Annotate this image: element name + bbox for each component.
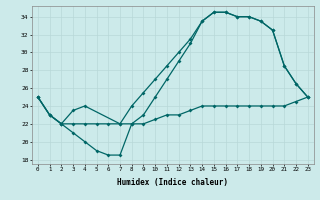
X-axis label: Humidex (Indice chaleur): Humidex (Indice chaleur) [117, 178, 228, 187]
